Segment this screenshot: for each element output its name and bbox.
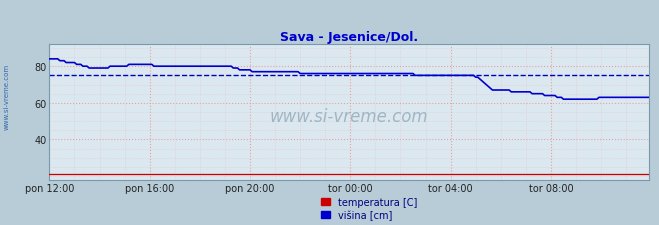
Legend: temperatura [C], višina [cm]: temperatura [C], višina [cm] bbox=[320, 197, 418, 220]
Text: www.si-vreme.com: www.si-vreme.com bbox=[270, 108, 428, 126]
Title: Sava - Jesenice/Dol.: Sava - Jesenice/Dol. bbox=[280, 31, 418, 44]
Text: www.si-vreme.com: www.si-vreme.com bbox=[3, 64, 10, 130]
